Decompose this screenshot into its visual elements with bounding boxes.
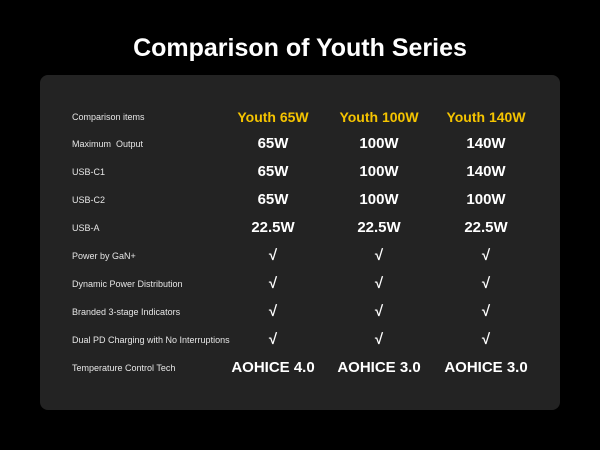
cell-value: √ (374, 275, 384, 292)
comparison-table: Comparison items Youth 65W Youth 100W Youth… (40, 75, 560, 410)
cell-value: 22.5W (464, 219, 508, 236)
table-row: Dual PD Charging with No Interruptions √ √… (40, 326, 560, 354)
table-row: Branded 3-stage Indicators √ √ √ (40, 298, 560, 326)
row-label: USB-C1 (72, 167, 106, 177)
cell-value: 100W (466, 191, 506, 208)
cell-value: √ (268, 247, 278, 264)
row-label: Maximum Output (72, 139, 144, 149)
cell-value: 140W (466, 135, 506, 152)
cell-value: 65W (257, 135, 289, 152)
cell-value: 100W (359, 191, 399, 208)
title: Comparison of Youth Series (133, 34, 467, 62)
table-row: USB-A 22.5W 22.5W 22.5W (40, 214, 560, 242)
cell-value: √ (374, 303, 384, 320)
cell-value: √ (481, 331, 491, 348)
table-row: Power by GaN+ √ √ √ (40, 242, 560, 270)
cell-value: AOHICE 3.0 (337, 359, 421, 376)
cell-value: √ (268, 331, 278, 348)
cell-value: √ (481, 275, 491, 292)
table-row: Maximum Output 65W 100W 140W (40, 130, 560, 158)
row-label: Power by GaN+ (72, 251, 136, 261)
cell-value: AOHICE 3.0 (444, 359, 528, 376)
row-label: Dual PD Charging with No Interruptions (72, 335, 230, 345)
cell-value: 22.5W (251, 219, 295, 236)
row-label: Comparison items (72, 112, 145, 122)
cell-value: 22.5W (357, 219, 401, 236)
row-label: Dynamic Power Distribution (72, 279, 183, 289)
cell-value: √ (268, 303, 278, 320)
cell-value: √ (374, 331, 384, 348)
table-row: Dynamic Power Distribution √ √ √ (40, 270, 560, 298)
cell-value: √ (481, 247, 491, 264)
cell-value: Youth 65W (237, 109, 309, 125)
cell-value: Youth 140W (446, 109, 526, 125)
cell-value: 65W (257, 163, 289, 180)
cell-value: Youth 100W (339, 109, 419, 125)
header-row: Comparison items Youth 65W Youth 100W Youth… (40, 103, 560, 131)
table-row: Temperature Control Tech AOHICE 4.0 AOHICE… (40, 354, 560, 382)
cell-value: √ (374, 247, 384, 264)
table-row: USB-C1 65W 100W 140W (40, 158, 560, 186)
cell-value: √ (268, 275, 278, 292)
cell-value: 65W (257, 191, 289, 208)
row-label: Temperature Control Tech (72, 363, 176, 373)
cell-value: AOHICE 4.0 (231, 359, 315, 376)
cell-value: 140W (466, 163, 506, 180)
row-label: USB-C2 (72, 195, 106, 205)
cell-value: 100W (359, 163, 399, 180)
cell-value: √ (481, 303, 491, 320)
table-row: USB-C2 65W 100W 100W (40, 186, 560, 214)
cell-value: 100W (359, 135, 399, 152)
row-label: Branded 3-stage Indicators (72, 307, 181, 317)
row-label: USB-A (72, 223, 100, 233)
